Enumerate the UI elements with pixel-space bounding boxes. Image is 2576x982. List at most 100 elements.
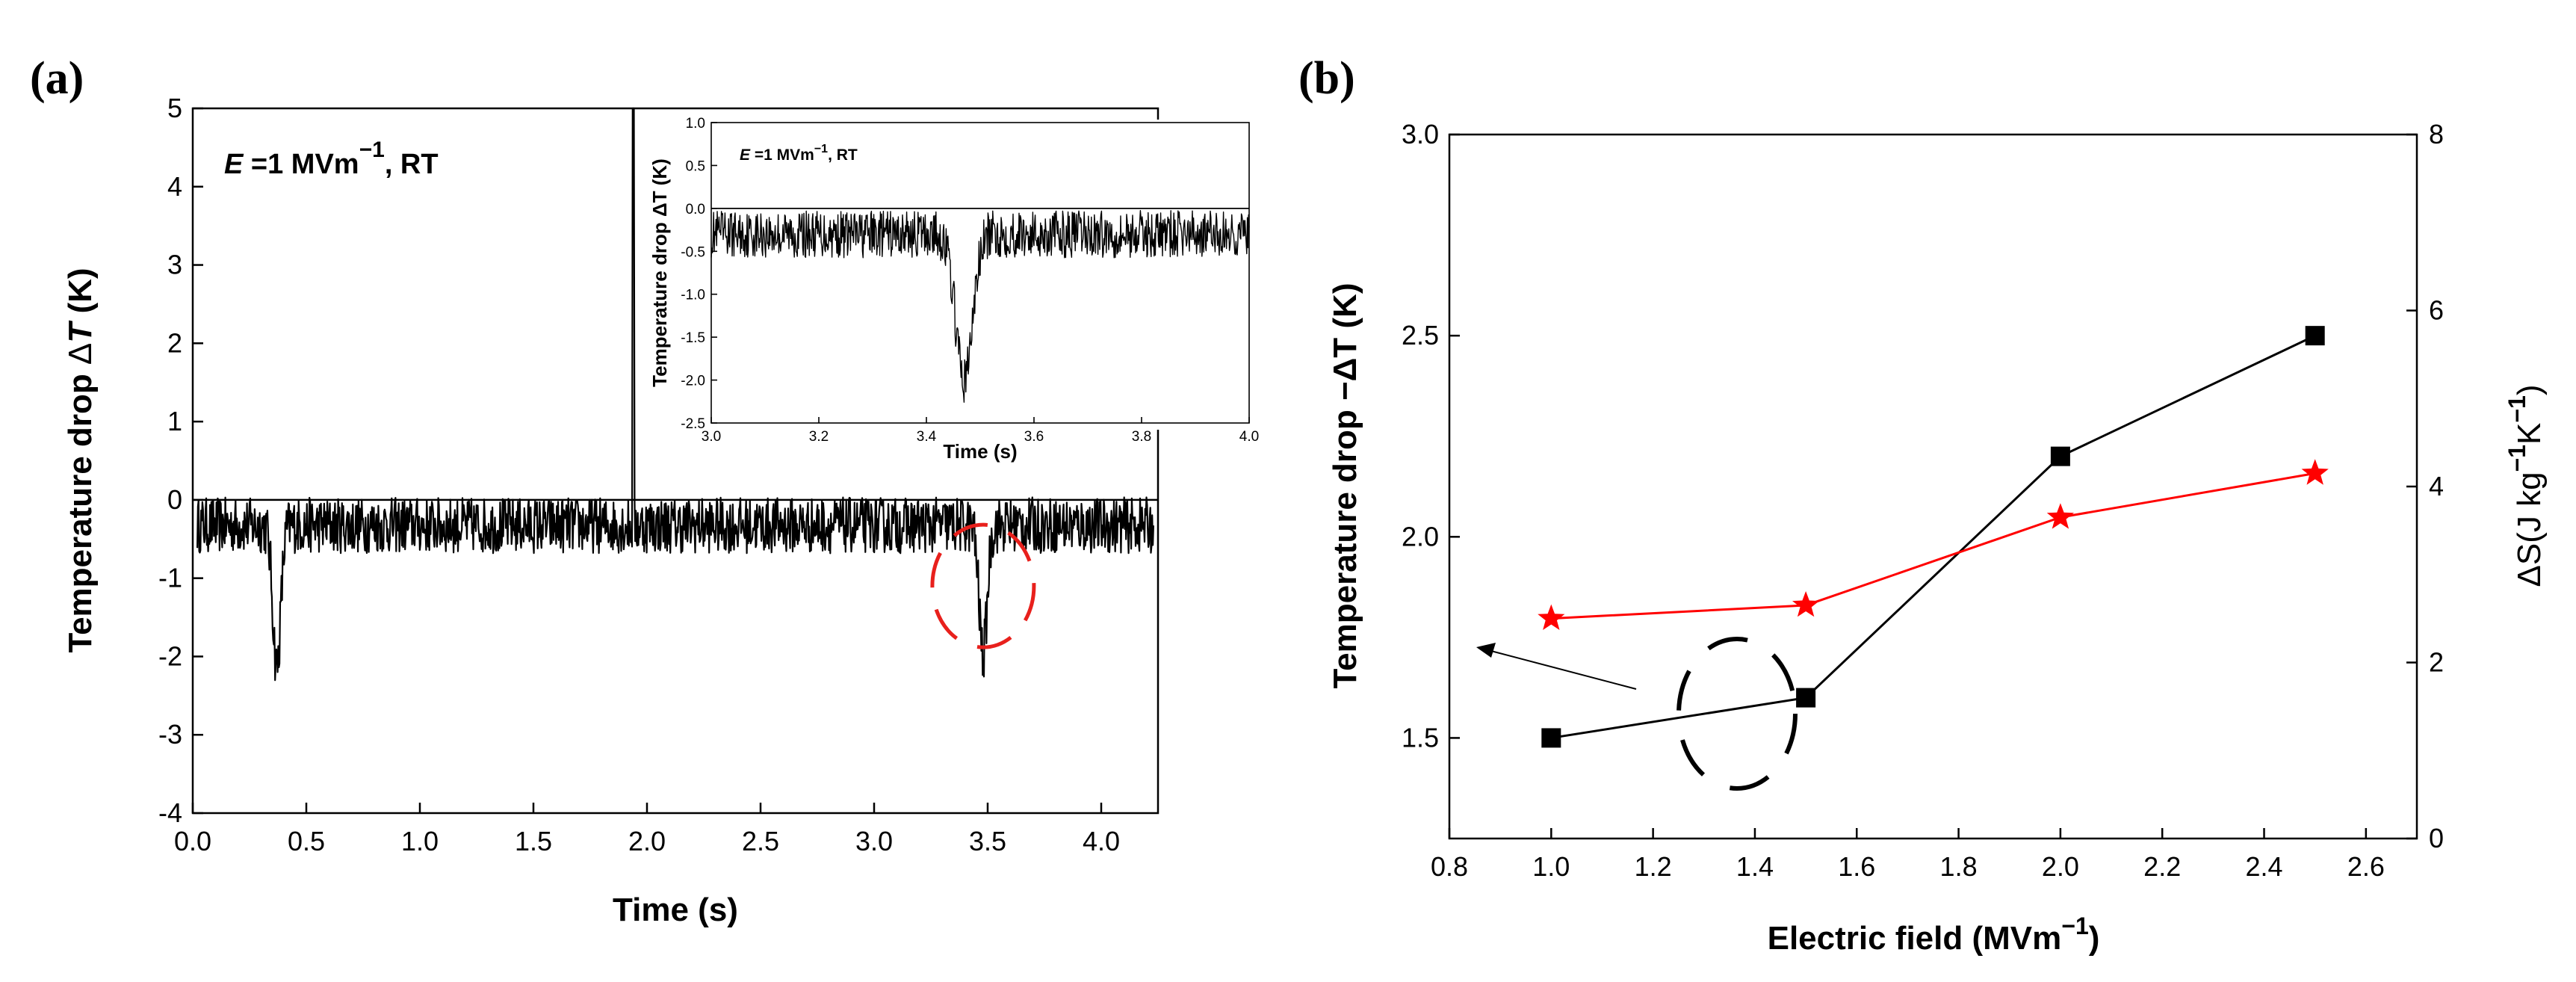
panel-b-x-tick-label: 1.6 (1838, 851, 1875, 882)
panel-b-right-y-tick-label: 0 (2429, 823, 2444, 853)
panel-a-annotation-tail: , RT (385, 149, 439, 180)
panel-a-x-tick-label: 1.0 (401, 826, 439, 856)
panel-b-arrow-line (1487, 649, 1637, 690)
panel-a-y-tick-label: 4 (167, 171, 182, 202)
panel-a-y-tick-label: 1 (167, 406, 182, 436)
panel-b-x-tick-label: 1.8 (1940, 851, 1978, 882)
panel-b-square-marker (1796, 688, 1816, 708)
panel-a-plot-frame (191, 107, 1159, 815)
panel-a-annotation-var: E (224, 149, 244, 180)
panel-a-inset-y-tick-label: 0.0 (686, 202, 705, 217)
panel-a-annotation-sup: −1 (359, 138, 385, 162)
panel-a-inset-annotation: E =1 MVm−1, RT (740, 143, 858, 164)
panel-a-inset-y-tick-label: -2.0 (681, 374, 705, 389)
panel-b-y-axis-title-right-mid: K (2511, 423, 2548, 445)
panel-a-inset-x-tick-label: 3.8 (1132, 429, 1151, 445)
panel-a-y-tick-label: -2 (158, 640, 182, 671)
panel-a-inset-y-tick-label: -0.5 (681, 244, 705, 260)
panel-a-ticks: 0.0 0.5 1.0 1.5 2.0 2.5 3.0 3.5 4.0 -4 -3 -2 -1 0 1 2 3 4… (158, 93, 1120, 856)
panel-b-left-y-tick-label: 3.0 (1402, 119, 1439, 149)
panel-b-star-marker (2301, 459, 2329, 485)
panel-a-inset-y-tick-label: -1.0 (681, 288, 705, 303)
panel-a-x-tick-label: 0.5 (288, 826, 325, 856)
panel-a-x-tick-label: 2.5 (742, 826, 779, 856)
panel-b-y-axis-title-right-prefix: ΔS(J kg (2511, 472, 2548, 587)
panel-a-inset: 3.0 3.2 3.4 3.6 3.8 4.0 -2.5 -2.0 -1.5 -1.0 -0.5 0.… (648, 116, 1259, 463)
panel-b-y-axis-title-right: ΔS(J kg−1K−1) (2504, 384, 2548, 587)
panel-a-inset-x-tick-label: 3.4 (917, 429, 937, 445)
panel-a-label: (a) (30, 53, 84, 104)
panel-b-left-y-tick-label: 2.5 (1402, 320, 1439, 351)
panel-b-y-axis-title-right-sup1: −1 (2504, 445, 2530, 472)
panel-b-x-tick-label: 1.2 (1635, 851, 1672, 882)
panel-a-annotation: E =1 MVm−1, RT (224, 138, 439, 180)
panel-a-inset-x-tick-label: 3.6 (1024, 429, 1044, 445)
panel-b-ticks: 0.8 1.0 1.2 1.4 1.6 1.8 2.0 2.2 2.4 2.6 1.5 2.0 2.5 3… (1402, 119, 2444, 882)
panel-b-star-marker (1538, 604, 1565, 630)
panel-a-inset-x-axis-title: Time (s) (943, 440, 1017, 463)
panel-a-highlight-circle (930, 522, 1036, 649)
panel-a-inset-signal-line (710, 210, 1250, 403)
panel-a-inset-annotation-text: =1 MVm (750, 146, 814, 164)
panel-b-left-y-tick-label: 2.0 (1402, 521, 1439, 552)
panel-a-y-tick-label: -4 (158, 797, 182, 828)
panel-a-x-tick-label: 0.0 (174, 826, 211, 856)
panel-a-inset-frame (710, 122, 1250, 424)
panel-b-series (1538, 326, 2329, 748)
panel-b-dashed-circle (1676, 637, 1798, 791)
panel-b-x-tick-label: 0.8 (1431, 851, 1468, 882)
panel-a-y-axis-title-delta: Δ (62, 343, 99, 365)
panel-a-x-tick-label: 1.5 (515, 826, 552, 856)
panel-b-right-y-tick-label: 2 (2429, 647, 2444, 678)
panel-b-x-tick-label: 1.4 (1736, 851, 1774, 882)
panel-b-left-y-tick-label: 1.5 (1402, 722, 1439, 753)
panel-b-x-axis-title-main: Electric field (MVm (1768, 920, 2062, 957)
panel-a-x-tick-label: 3.5 (969, 826, 1006, 856)
panel-b-y-axis-title-left: Temperature drop −ΔT (K) (1327, 283, 1363, 689)
panel-b-x-tick-label: 2.0 (2042, 851, 2079, 882)
panel-b-plot-frame (1448, 133, 2418, 840)
panel-a-y-axis-title-prefix: Temperature drop (62, 365, 99, 652)
panel-a-y-tick-label: 2 (167, 327, 182, 358)
panel-a-y-tick-label: 5 (167, 93, 182, 123)
panel-a: (a) 0.0 0.5 1.0 1.5 2.0 2.5 3.0 3.5 4.0 -4 -3 -2 -1 0… (30, 53, 1259, 928)
panel-a-x-tick-label: 3.0 (855, 826, 893, 856)
panel-a-signal-line (196, 107, 1154, 682)
panel-a-y-axis-title: Temperature drop ΔT (K) (62, 268, 99, 652)
panel-a-inset-annotation-sup: −1 (814, 143, 828, 155)
panel-b-x-axis-title: Electric field (MVm−1) (1768, 912, 2100, 957)
panel-a-inset-x-tick-label: 4.0 (1239, 429, 1259, 445)
panel-b-square-marker (2305, 326, 2325, 346)
panel-a-y-tick-label: -1 (158, 563, 182, 593)
panel-b-x-axis-title-tail: ) (2089, 920, 2100, 957)
panel-a-y-tick-label: 0 (167, 484, 182, 515)
panel-b-y-axis-title-right-sup2: −1 (2504, 395, 2530, 422)
panel-a-inset-annotation-var: E (740, 146, 751, 164)
panel-a-annotation-text: =1 MVm (243, 149, 359, 180)
panel-a-inset-y-tick-label: -1.5 (681, 330, 705, 346)
panel-b-square-marker (2050, 446, 2070, 466)
panel-a-inset-y-tick-label: 1.0 (686, 116, 705, 132)
panel-a-inset-x-tick-label: 3.0 (702, 429, 721, 445)
panel-b: (b) 0.8 1.0 1.2 1.4 1.6 1.8 2.0 2.2 2.4 2.6 1.5 2.0… (1298, 53, 2548, 957)
panel-b-callout (1476, 637, 1798, 791)
panel-a-y-axis-title-var: T (62, 321, 99, 343)
panel-b-arrow-head (1476, 643, 1496, 658)
panel-a-y-axis-title-unit: (K) (62, 268, 99, 322)
panel-b-square-marker (1541, 728, 1561, 748)
panel-b-star-marker (2046, 503, 2074, 529)
panel-b-series-line-square (1551, 334, 2316, 739)
panel-a-inset-y-tick-label: 0.5 (686, 158, 705, 174)
panel-b-series-line-star (1551, 472, 2315, 620)
panel-b-y-axis-title-right-tail: ) (2511, 384, 2548, 395)
panel-a-inset-ticks: 3.0 3.2 3.4 3.6 3.8 4.0 -2.5 -2.0 -1.5 -1.0 -0.5 0.… (681, 116, 1259, 445)
panel-a-x-tick-label: 4.0 (1083, 826, 1120, 856)
panel-a-y-tick-label: -3 (158, 719, 182, 750)
panel-b-x-axis-title-sup: −1 (2061, 912, 2088, 939)
panel-a-inset-y-axis-title: Temperature drop ΔT (K) (648, 158, 671, 387)
panel-a-x-tick-label: 2.0 (628, 826, 666, 856)
panel-b-x-tick-label: 2.6 (2347, 851, 2385, 882)
panel-b-right-y-tick-label: 4 (2429, 471, 2444, 501)
panel-a-inset-y-tick-label: -2.5 (681, 416, 705, 432)
